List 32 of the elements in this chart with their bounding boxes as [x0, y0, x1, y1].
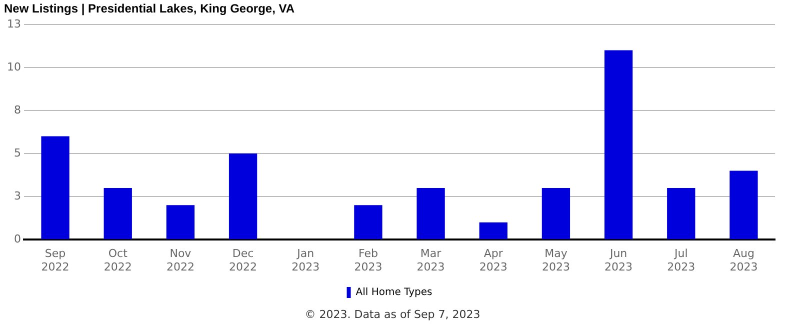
x-tick-label: Jul 2023	[667, 247, 696, 274]
text: © 2023. Data as of Sep 7, 2023	[304, 308, 482, 321]
x-tick-label: Apr 2023	[479, 247, 508, 274]
y-tick-label: 3	[14, 189, 21, 202]
y-tick-label: 8	[14, 103, 21, 116]
legend-label: All Home Types	[356, 287, 432, 298]
bar	[354, 205, 382, 240]
y-tick-label: 13	[6, 17, 21, 30]
x-tick-label: Aug 2023	[730, 247, 758, 274]
bar	[41, 136, 70, 240]
bar	[730, 170, 758, 240]
x-tick-label: Oct 2022	[104, 247, 132, 274]
bar	[667, 188, 696, 240]
x-tick-label: Jan 2023	[292, 247, 320, 274]
bar	[228, 154, 258, 240]
bar	[479, 222, 508, 240]
bar	[166, 205, 195, 240]
bar	[416, 188, 445, 240]
y-tick-label: 0	[14, 232, 21, 246]
bar	[104, 188, 132, 240]
bar	[542, 188, 570, 240]
x-tick-label: Jun 2023	[604, 247, 633, 274]
x-tick-label: Sep 2022	[41, 247, 70, 274]
chart-title: New Listings | Presidential Lakes, King George, VA	[4, 2, 295, 16]
x-tick-label: Nov 2022	[166, 247, 194, 274]
x-tick-label: Mar 2023	[416, 247, 445, 274]
bar	[604, 50, 633, 240]
x-tick-label: Dec 2022	[229, 247, 258, 274]
y-tick-label: 5	[14, 146, 21, 160]
x-tick-label: Feb 2023	[354, 247, 382, 274]
x-tick-label: May 2023	[542, 247, 570, 274]
y-tick-label: 10	[6, 60, 21, 74]
